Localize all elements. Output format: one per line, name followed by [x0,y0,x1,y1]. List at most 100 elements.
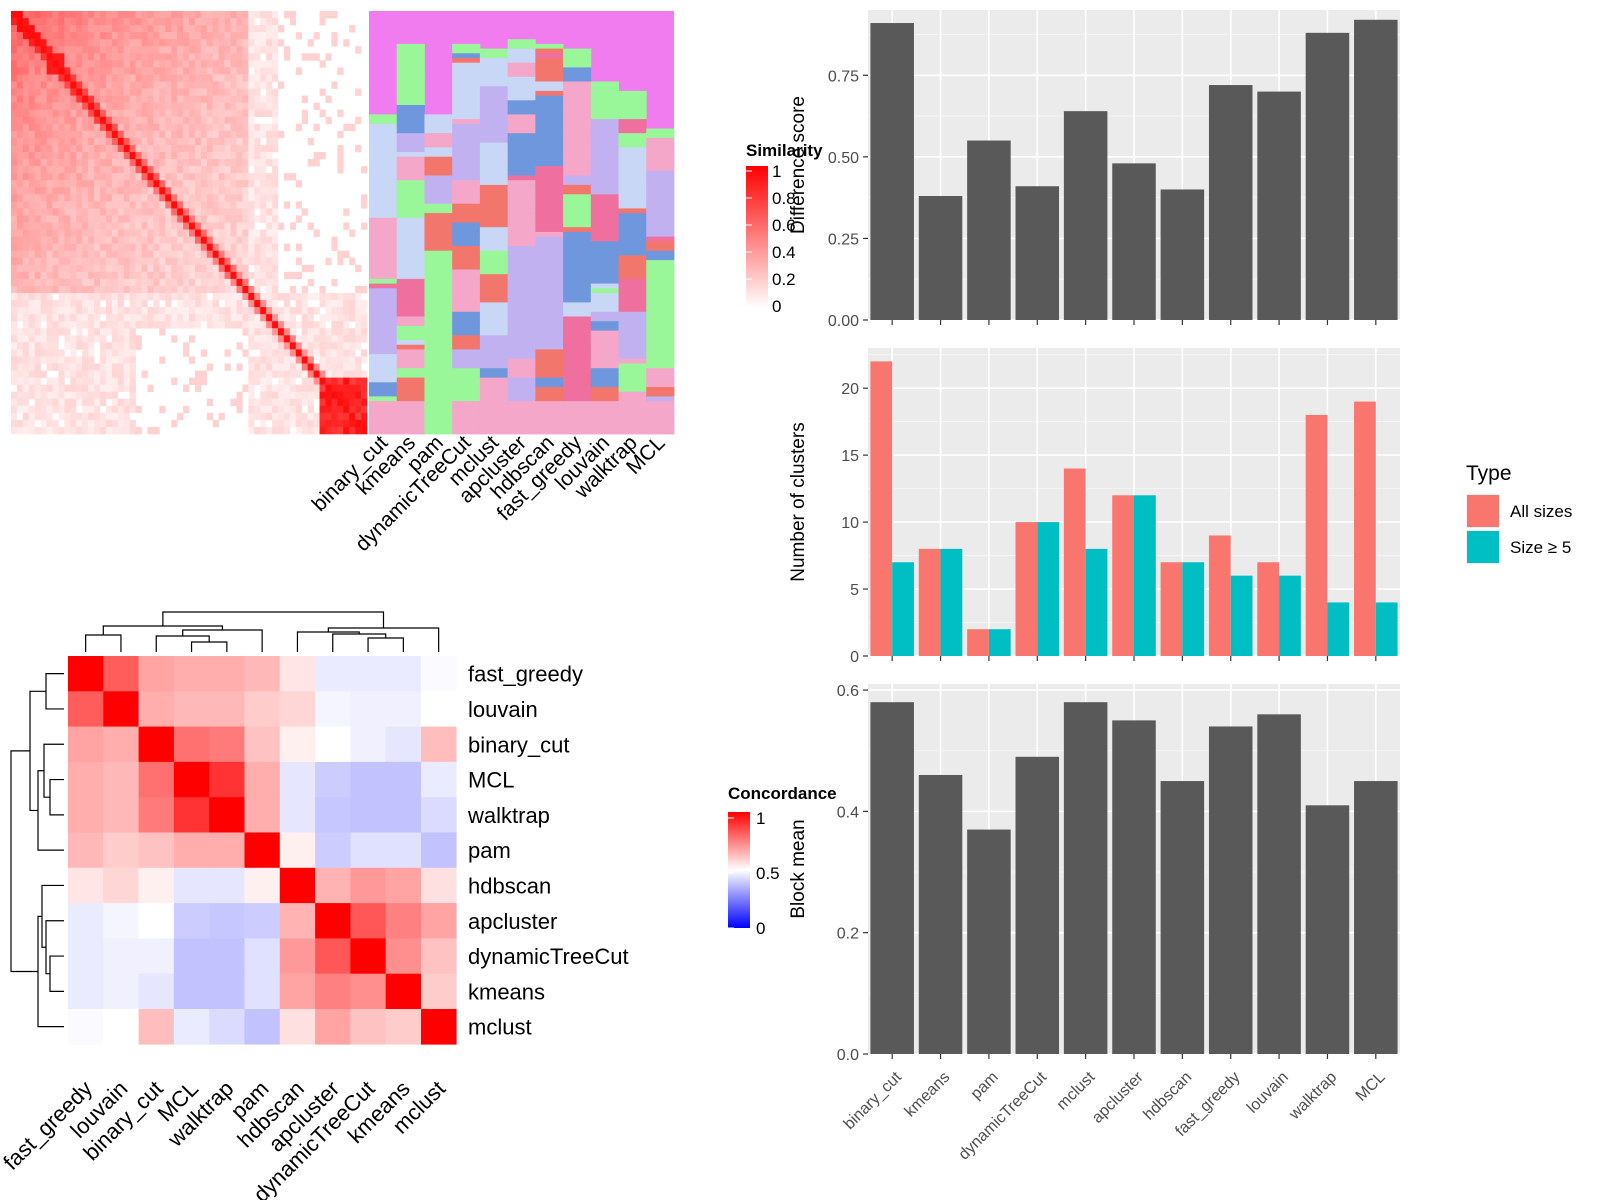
similarity-cell [272,187,279,195]
membership-cell [563,72,592,78]
membership-cell [535,105,564,111]
similarity-cell [11,314,18,322]
similarity-cell [230,11,237,19]
similarity-cell [16,307,24,315]
similarity-cell [266,88,273,96]
similarity-cell [289,419,297,428]
x-tick-label: kmeans [902,1069,954,1121]
similarity-cell [248,391,255,400]
similarity-cell [46,173,53,181]
legend-key-label: Size ≥ 5 [1510,538,1571,557]
similarity-cell [34,130,41,139]
membership-cell [535,419,564,425]
similarity-cell [117,53,125,61]
similarity-cell [135,426,142,435]
similarity-cell [94,166,101,174]
similarity-cell [230,180,237,188]
similarity-cell [11,356,18,364]
similarity-cell [218,321,225,329]
membership-cell [646,307,675,313]
bar-all-sizes [1015,522,1038,656]
similarity-cell [28,201,36,209]
similarity-cell [236,152,243,160]
similarity-cell [28,419,36,428]
similarity-cell [266,130,273,139]
similarity-cell [319,398,326,407]
similarity-cell [64,222,71,230]
membership-cell [535,358,564,364]
similarity-cell [105,342,113,350]
similarity-cell [283,391,291,400]
concordance-cell [103,726,139,763]
membership-cell [535,316,564,322]
membership-cell [563,142,592,148]
membership-cell [507,222,536,228]
similarity-cell [248,257,255,266]
similarity-cell [171,39,178,47]
similarity-cell [153,264,160,273]
similarity-cell [165,293,172,301]
similarity-cell [194,236,202,244]
similarity-cell [141,25,148,33]
similarity-cell [272,285,279,294]
similarity-cell [153,88,160,96]
similarity-cell [319,363,326,371]
similarity-cell [70,116,77,125]
similarity-cell [64,152,71,160]
similarity-cell [242,32,249,40]
similarity-cell [260,328,267,336]
similarity-cell [355,116,362,125]
similarity-cell [230,67,237,75]
membership-cell [424,236,453,242]
similarity-cell [307,137,314,146]
row-dendrogram-branch [43,743,64,798]
similarity-cell [183,271,190,280]
similarity-cell [218,95,225,103]
similarity-cell [307,391,314,400]
similarity-cell [129,144,136,153]
similarity-cell [105,88,113,96]
similarity-cell [147,74,154,82]
similarity-cell [147,180,154,188]
similarity-cell [46,208,53,216]
membership-cell [535,142,564,148]
similarity-cell [129,201,136,209]
membership-cell [424,316,453,322]
similarity-cell [123,159,130,167]
similarity-cell [177,250,184,259]
membership-cell [563,123,592,129]
similarity-cell [349,377,356,385]
membership-cell [452,81,481,87]
similarity-cell [40,130,47,139]
y-tick-label: 0.00 [828,313,859,330]
concordance-cell [244,903,281,939]
similarity-cell [236,116,243,125]
similarity-cell [278,384,285,392]
similarity-cell [22,314,30,322]
similarity-cell [331,243,338,251]
membership-cell [590,363,619,369]
similarity-cell [165,257,172,266]
similarity-cell [117,144,125,153]
similarity-cell [289,384,297,392]
similarity-cell [141,67,148,75]
similarity-cell [64,257,71,266]
similarity-cell [76,321,83,329]
similarity-cell [94,109,101,118]
similarity-cell [76,39,83,47]
similarity-cell [272,166,279,174]
similarity-cell [153,257,160,266]
similarity-cell [206,152,214,160]
membership-cell [479,405,509,411]
similarity-cell [289,377,297,385]
similarity-cell [40,229,47,237]
x-tick-label: binary_cut [841,1068,906,1133]
membership-cell [535,95,564,101]
similarity-cell [28,74,36,82]
similarity-cell [206,180,214,188]
similarity-cell [260,46,267,54]
similarity-cell [82,412,89,421]
similarity-cell [183,180,190,188]
similarity-cell [343,419,350,428]
similarity-cell [355,285,362,294]
